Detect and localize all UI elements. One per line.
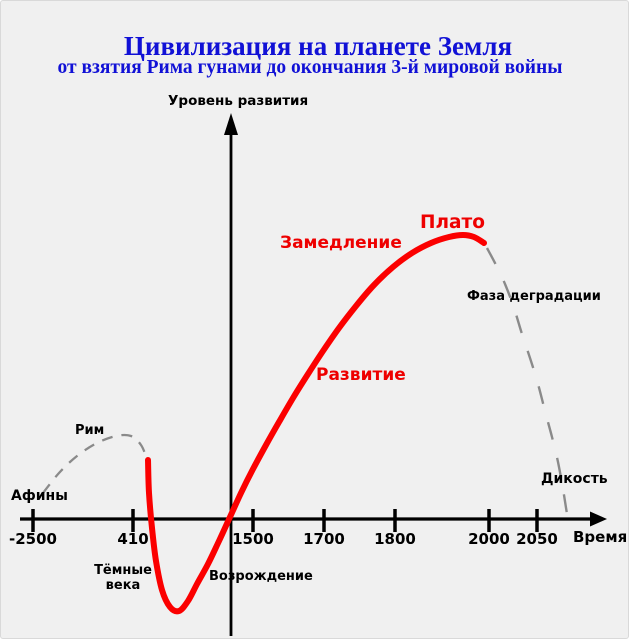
chart-title: Цивилизация на планете Земля: [123, 31, 513, 61]
y-axis-arrowhead: [224, 113, 238, 135]
y-axis-label: Уровень развития: [168, 93, 309, 109]
chart-subtitle: от взятия Рима гунами до окончания 3-й м…: [57, 57, 563, 78]
ancient-curve-path: [42, 433, 149, 494]
x-axis-arrowhead: [590, 511, 607, 527]
x-axis-label: Время: [573, 528, 628, 546]
degradation-curve-path: [485, 247, 569, 515]
main-curve-path: [145, 232, 487, 615]
